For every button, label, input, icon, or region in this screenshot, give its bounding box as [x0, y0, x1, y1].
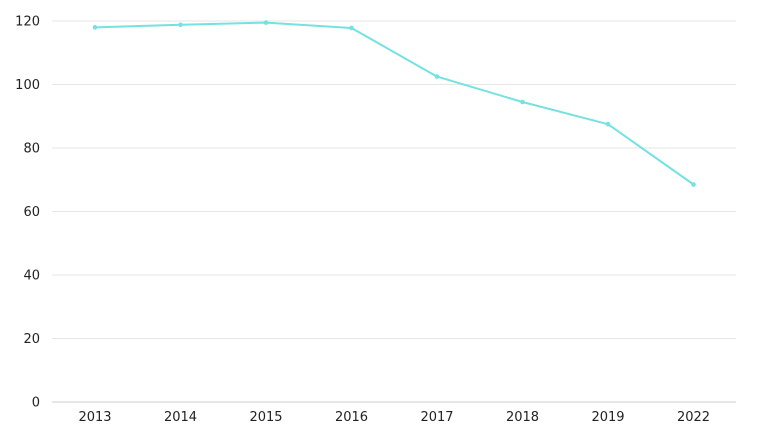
y-axis-tick-labels: 0 20 40 60 80 100 120 — [15, 15, 40, 411]
data-point-2022[interactable] — [691, 182, 696, 187]
gridlines — [52, 20, 736, 403]
x-tick-label: 2017 — [420, 410, 453, 425]
series-line — [94, 21, 695, 186]
data-point-2017[interactable] — [434, 74, 440, 79]
data-point-2015[interactable] — [263, 20, 269, 25]
x-tick-label: 2013 — [78, 410, 111, 425]
y-tick-label: 60 — [23, 205, 40, 220]
data-point-2014[interactable] — [178, 22, 183, 28]
x-tick-label: 2016 — [335, 410, 368, 425]
y-tick-label: 0 — [32, 396, 40, 411]
y-tick-label: 80 — [23, 142, 40, 157]
data-point-2018[interactable] — [520, 99, 525, 105]
data-point-2013[interactable] — [92, 25, 98, 30]
x-tick-label: 2018 — [506, 410, 539, 425]
x-axis-tick-labels: 2013 2014 2015 2016 2017 2018 2019 2022 — [78, 410, 710, 425]
y-tick-label: 20 — [23, 332, 40, 347]
y-tick-label: 100 — [15, 78, 40, 93]
y-tick-label: 40 — [23, 269, 40, 284]
data-point-2016[interactable] — [349, 25, 354, 31]
x-tick-label: 2015 — [249, 410, 282, 425]
data-point-2019[interactable] — [605, 121, 611, 127]
x-tick-label: 2019 — [591, 410, 624, 425]
series — [92, 20, 696, 187]
y-tick-label: 120 — [15, 15, 40, 30]
x-tick-label: 2022 — [677, 410, 710, 425]
x-tick-label: 2014 — [164, 410, 197, 425]
